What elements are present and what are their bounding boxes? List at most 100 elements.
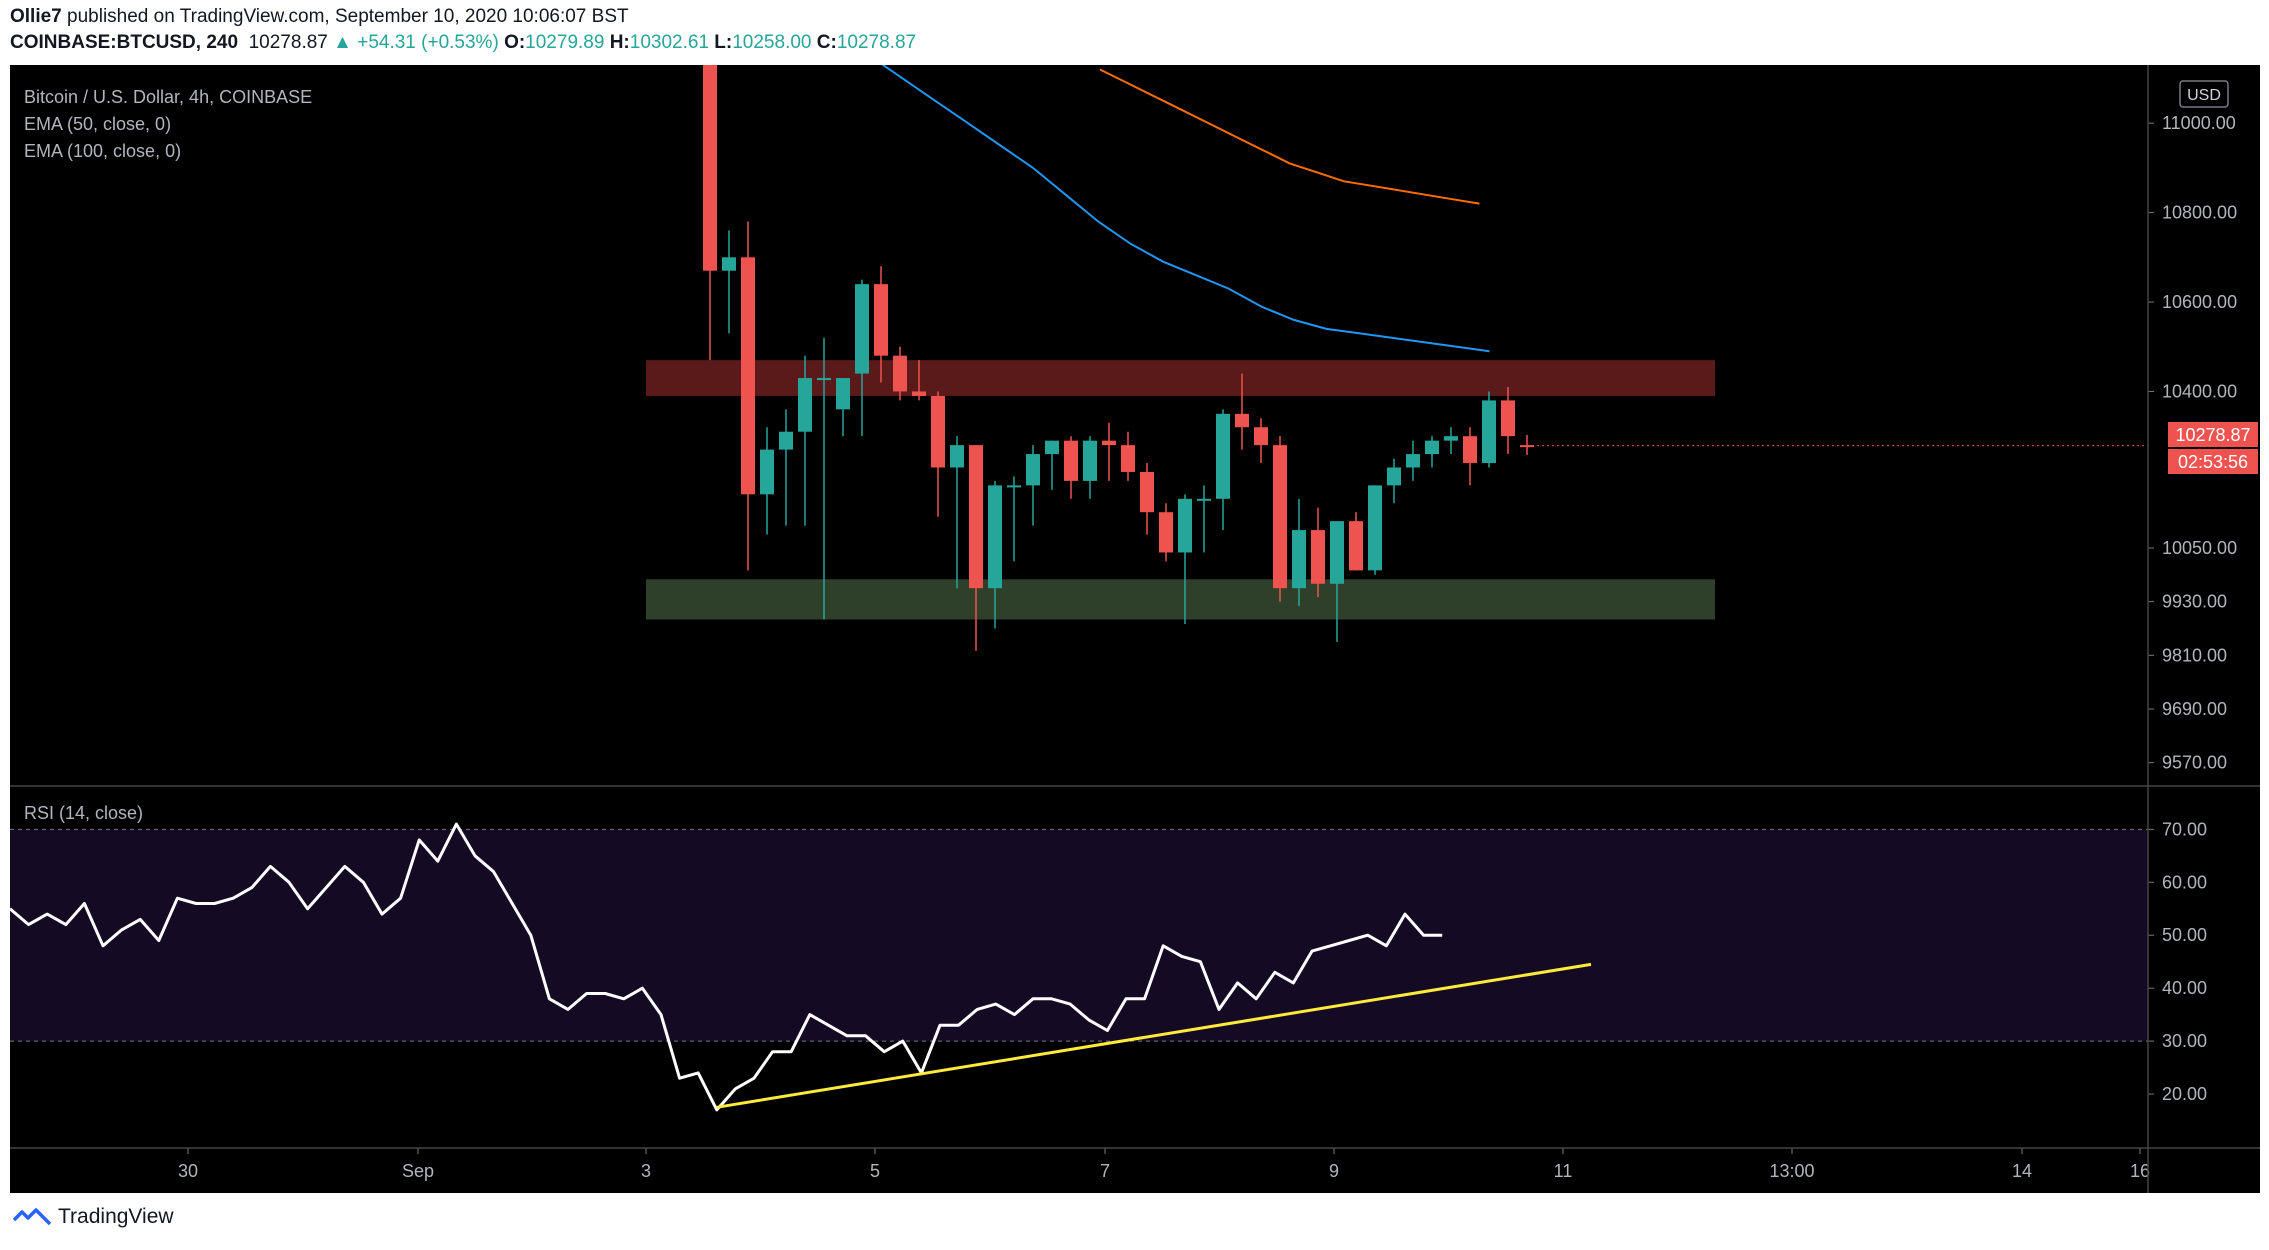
time-tick-label: 7	[1100, 1161, 1110, 1181]
candle	[1159, 503, 1173, 562]
candle-body	[1159, 512, 1173, 553]
candle-body	[931, 395, 945, 468]
candle	[1463, 427, 1477, 486]
candle	[912, 360, 926, 401]
candle	[1254, 418, 1268, 464]
ema100-line	[1099, 68, 1480, 205]
close-value: 10278.87	[836, 32, 917, 53]
candle-body	[1102, 440, 1116, 446]
ema50-line	[881, 65, 1490, 353]
candle	[874, 266, 888, 383]
candle-body	[1311, 530, 1325, 584]
time-tick-label: Sep	[402, 1161, 434, 1181]
candle-body	[1349, 521, 1363, 571]
open-label: O:	[504, 32, 526, 53]
price-axis[interactable]: 11000.00 10800.00 10600.00 10400.00 10050.00…	[2148, 113, 2237, 1104]
price-tick-label: 9570.00	[2162, 753, 2227, 773]
candle-body	[1026, 454, 1040, 486]
candle-body	[703, 65, 717, 271]
candle-body	[779, 431, 793, 450]
candle	[760, 427, 774, 535]
candle	[1178, 494, 1192, 625]
candle-body	[893, 355, 907, 392]
legend-ema50: EMA (50, close, 0)	[24, 114, 171, 134]
candle	[1121, 431, 1135, 481]
candle	[1083, 436, 1097, 499]
legend-ema100: EMA (100, close, 0)	[24, 141, 181, 161]
price-change: ▲ +54.31 (+0.53%)	[333, 32, 499, 53]
candle	[950, 436, 964, 589]
candle-body	[817, 378, 831, 381]
open-value: 10279.89	[525, 32, 605, 53]
price-tick-label: 10050.00	[2162, 538, 2237, 558]
candle	[855, 279, 869, 437]
candle	[1406, 440, 1420, 481]
candle-body	[1045, 440, 1059, 455]
price-tick-label: 9930.00	[2162, 592, 2227, 612]
candle	[969, 445, 983, 651]
candle	[722, 230, 736, 334]
last-price-tag-label: 10278.87	[2175, 425, 2250, 445]
candle	[1292, 498, 1306, 607]
low-value: 10258.00	[732, 32, 812, 53]
candle	[893, 346, 907, 401]
candle	[1064, 436, 1078, 499]
candle	[779, 409, 793, 526]
candle-body	[1387, 467, 1401, 486]
main-pane[interactable]	[646, 65, 2148, 651]
candle-body	[1425, 440, 1439, 455]
candle-body	[912, 391, 926, 396]
publisher-name[interactable]: Ollie7	[10, 6, 62, 27]
chart-canvas[interactable]: 11000.00 10800.00 10600.00 10400.00 10050.00…	[10, 65, 2260, 1193]
candle-body	[741, 257, 755, 495]
candle-body	[1254, 427, 1268, 446]
tradingview-footer[interactable]: TradingView	[12, 1205, 174, 1229]
currency-badge[interactable]: USD	[2179, 80, 2229, 108]
candle-body	[1064, 440, 1078, 481]
candle-body	[1501, 400, 1515, 437]
rsi-trendline	[716, 962, 1592, 1109]
symbol-name[interactable]: COINBASE:BTCUSD, 240	[10, 32, 239, 53]
time-axis[interactable]: 30 Sep 3 5 7 9 11 13:00 14 16	[178, 1148, 2150, 1181]
price-tick-label: 10800.00	[2162, 203, 2237, 223]
rsi-band	[10, 829, 2148, 1042]
last-price-tag: 10278.87	[2168, 422, 2258, 447]
candle	[988, 480, 1002, 629]
rsi-tick-label: 70.00	[2162, 819, 2207, 839]
rsi-line	[10, 822, 1443, 1112]
candle-body	[1140, 471, 1154, 513]
candle-body	[855, 284, 869, 374]
candle-body	[798, 378, 812, 432]
candle	[1273, 436, 1287, 602]
candle-body	[1368, 485, 1382, 571]
candle-body	[1197, 498, 1211, 501]
footer-brand: TradingView	[58, 1205, 174, 1228]
time-tick-label: 16	[2130, 1161, 2150, 1181]
candle	[1368, 485, 1382, 575]
support-zone	[646, 579, 1715, 620]
candle	[1387, 458, 1401, 504]
candle-body	[969, 445, 983, 589]
candle	[1026, 445, 1040, 526]
legend-rsi: RSI (14, close)	[24, 803, 143, 823]
candle-body	[1216, 413, 1230, 499]
candle	[1235, 373, 1249, 450]
countdown-tag-label: 02:53:56	[2178, 452, 2248, 472]
rsi-tick-label: 20.00	[2162, 1084, 2207, 1104]
candle-body	[1235, 413, 1249, 428]
time-tick-label: 13:00	[1769, 1161, 1814, 1181]
candle-body	[1178, 498, 1192, 553]
candle	[817, 337, 831, 620]
rsi-pane[interactable]	[10, 822, 2148, 1112]
candle	[1349, 512, 1363, 571]
currency-label: USD	[2187, 87, 2221, 104]
candle	[1216, 409, 1230, 531]
candle-body	[1444, 436, 1458, 441]
candle-body	[1482, 400, 1496, 464]
candle	[741, 221, 755, 571]
candle	[931, 391, 945, 517]
time-tick-label: 14	[2012, 1161, 2032, 1181]
rsi-tick-label: 30.00	[2162, 1031, 2207, 1051]
price-tick-label: 10400.00	[2162, 381, 2237, 401]
time-tick-label: 11	[1554, 1161, 1573, 1181]
